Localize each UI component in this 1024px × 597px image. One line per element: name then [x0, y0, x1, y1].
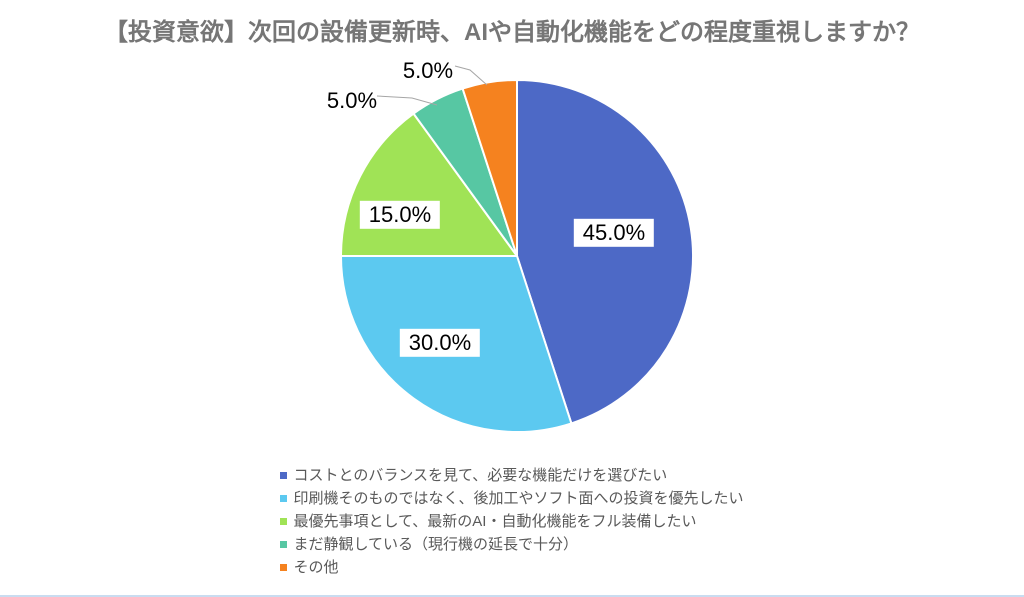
- data-label-3: 15.0%: [359, 200, 441, 230]
- legend-marker-icon: [280, 564, 288, 571]
- pie-slice-1: [516, 79, 694, 425]
- legend-item-4: まだ静観している（現行機の延長で十分）: [280, 533, 743, 556]
- legend-label: その他: [293, 559, 339, 576]
- legend-item-5: その他: [280, 556, 743, 579]
- data-label-1: 45.0%: [573, 218, 655, 248]
- legend-item-2: 印刷機そのものではなく、後加工やソフト面への投資を優先したい: [280, 487, 744, 510]
- legend: コストとのバランスを見て、必要な機能だけを選びたい印刷機そのものではなく、後加工…: [0, 464, 1024, 579]
- legend-marker-icon: [280, 472, 288, 479]
- legend-marker-icon: [280, 518, 288, 525]
- legend-label: コストとのバランスを見て、必要な機能だけを選びたい: [293, 467, 668, 484]
- data-label-4: 5.0%: [326, 87, 378, 113]
- legend-marker-icon: [280, 495, 288, 502]
- legend-marker-icon: [280, 541, 288, 548]
- legend-label: 最優先事項として、最新のAI・自動化機能をフル装備したい: [293, 513, 697, 530]
- data-label-5: 5.0%: [402, 57, 454, 83]
- data-label-2: 30.0%: [399, 328, 481, 358]
- chart-title: 【投資意欲】次回の設備更新時、AIや自動化機能をどの程度重視しますか？: [104, 19, 920, 46]
- leader-line-2: [454, 65, 488, 86]
- leader-line-1: [376, 95, 438, 106]
- legend-item-1: コストとのバランスを見て、必要な機能だけを選びたい: [280, 464, 743, 487]
- pie-slice-5: [461, 79, 518, 257]
- legend-label: 印刷機そのものではなく、後加工やソフト面への投資を優先したい: [293, 490, 744, 507]
- legend-item-3: 最優先事項として、最新のAI・自動化機能をフル装備したい: [280, 510, 743, 533]
- legend-list: コストとのバランスを見て、必要な機能だけを選びたい印刷機そのものではなく、後加工…: [280, 464, 744, 579]
- legend-label: まだ静観している（現行機の延長で十分）: [293, 536, 579, 553]
